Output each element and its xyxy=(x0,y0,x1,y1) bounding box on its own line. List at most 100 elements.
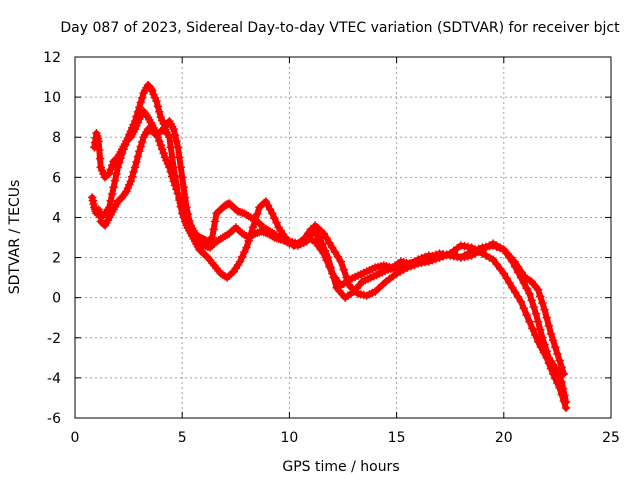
data-point xyxy=(156,141,165,150)
data-point xyxy=(544,358,554,368)
data-point xyxy=(106,196,115,205)
data-point xyxy=(167,153,177,162)
data-point xyxy=(542,353,551,363)
data-point xyxy=(438,252,448,261)
data-point xyxy=(496,264,505,274)
data-point xyxy=(169,163,178,172)
data-series xyxy=(87,80,571,413)
data-point xyxy=(505,278,514,288)
data-point xyxy=(328,243,337,252)
data-point xyxy=(133,152,143,161)
data-point xyxy=(446,249,455,258)
y-tick-label: 0 xyxy=(52,291,61,307)
data-point xyxy=(322,233,331,243)
data-point xyxy=(511,288,520,297)
data-point xyxy=(540,305,549,314)
data-point xyxy=(528,324,537,333)
data-point xyxy=(172,180,181,189)
axis-ticks: 0 5 10 15 20 25 -6 -4 -2 0 2 4 6 8 10 12 xyxy=(43,50,620,446)
data-point xyxy=(126,177,135,186)
y-tick-label: -6 xyxy=(47,411,61,427)
data-point xyxy=(157,145,167,154)
data-point xyxy=(112,169,121,179)
data-point xyxy=(103,170,113,179)
data-point xyxy=(329,273,338,282)
data-point xyxy=(305,231,314,241)
data-point xyxy=(325,238,334,248)
data-point xyxy=(533,285,543,294)
data-point xyxy=(127,172,137,181)
data-point xyxy=(173,143,183,152)
data-point xyxy=(506,253,516,262)
data-point xyxy=(406,262,416,271)
data-point xyxy=(525,317,534,326)
data-point xyxy=(538,298,547,308)
data-point xyxy=(533,337,543,346)
data-point xyxy=(551,374,560,383)
data-point xyxy=(308,226,317,236)
data-point xyxy=(248,223,258,232)
data-point xyxy=(244,236,253,246)
data-point xyxy=(428,256,437,265)
data-point xyxy=(97,166,107,175)
data-point xyxy=(179,206,188,215)
data-point xyxy=(502,274,511,283)
y-axis-label: SDTVAR / TECUs xyxy=(7,180,23,295)
data-point xyxy=(555,356,564,365)
data-point xyxy=(89,199,98,209)
data-point xyxy=(175,193,184,203)
data-point xyxy=(557,362,566,372)
data-point xyxy=(133,118,143,127)
data-point xyxy=(302,237,311,246)
data-point xyxy=(320,246,330,256)
y-tick-label: 10 xyxy=(43,90,61,106)
data-point xyxy=(149,90,158,99)
data-point xyxy=(410,260,419,270)
data-point xyxy=(551,342,560,352)
data-point xyxy=(135,147,144,156)
data-point xyxy=(548,336,558,345)
data-point xyxy=(162,156,171,165)
data-point xyxy=(424,257,433,266)
y-tick-label: -2 xyxy=(47,331,61,347)
data-point xyxy=(135,102,144,112)
data-point xyxy=(88,196,98,205)
data-point xyxy=(94,137,103,146)
data-point xyxy=(157,116,167,125)
data-point xyxy=(339,265,348,274)
data-point xyxy=(557,390,566,399)
data-point xyxy=(522,284,531,293)
chart-title: Day 087 of 2023, Sidereal Day-to-day VTE… xyxy=(60,20,620,36)
data-point xyxy=(176,198,185,207)
data-point xyxy=(546,364,556,373)
data-point xyxy=(326,263,336,272)
data-point xyxy=(152,96,161,106)
data-point xyxy=(323,253,333,262)
data-point xyxy=(153,102,163,111)
data-point xyxy=(159,149,168,158)
data-point xyxy=(403,263,412,272)
data-point xyxy=(536,325,545,334)
data-point xyxy=(147,86,157,96)
data-point xyxy=(272,218,281,227)
data-point xyxy=(235,257,245,266)
x-tick-label: 15 xyxy=(388,430,406,446)
data-point xyxy=(315,233,324,242)
data-point xyxy=(109,183,118,192)
data-point xyxy=(169,125,178,134)
data-point xyxy=(542,313,551,322)
data-point xyxy=(208,233,217,242)
data-point xyxy=(519,278,529,288)
data-point xyxy=(531,330,540,340)
data-point xyxy=(137,93,147,102)
data-point xyxy=(499,269,508,278)
data-point xyxy=(513,262,523,272)
series-trace-c xyxy=(96,125,569,379)
data-point xyxy=(513,292,523,302)
data-point xyxy=(374,284,383,293)
data-point xyxy=(527,296,536,305)
data-point xyxy=(240,248,249,257)
data-point xyxy=(548,369,558,379)
data-point xyxy=(246,229,256,239)
data-point xyxy=(539,348,549,357)
